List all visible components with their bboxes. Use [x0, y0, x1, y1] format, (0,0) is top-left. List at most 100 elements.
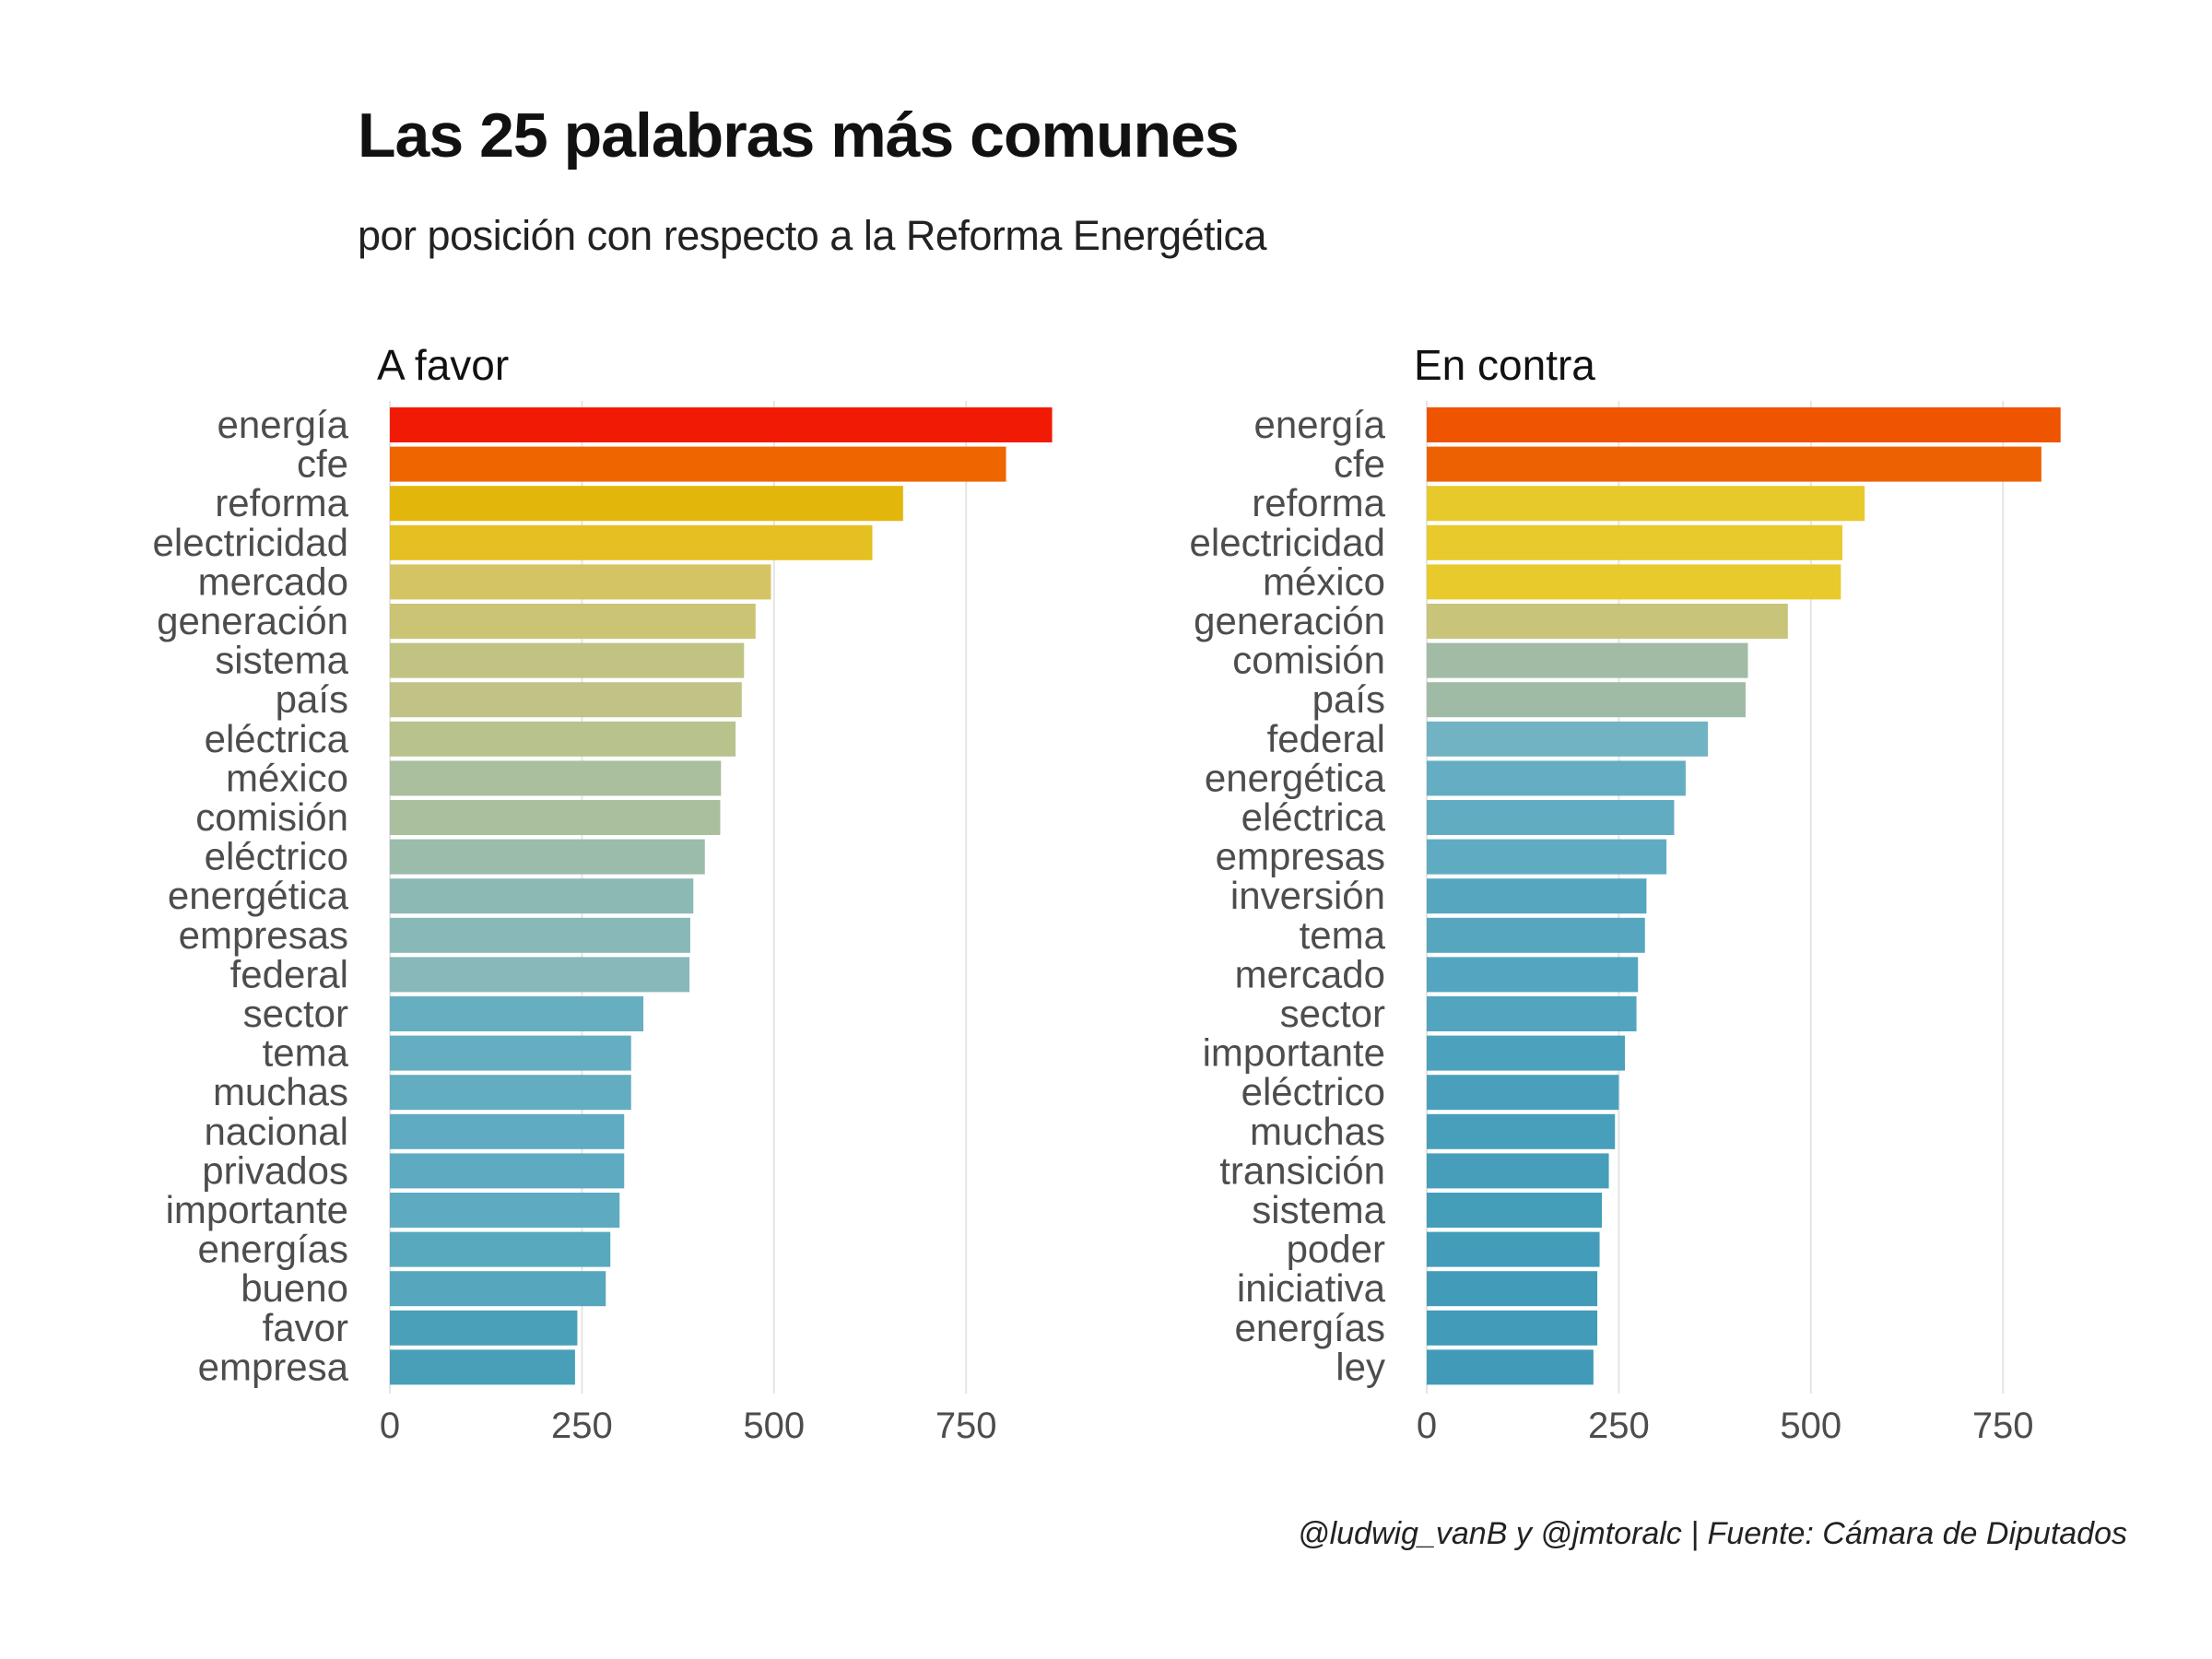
panel-2-category-label: electricidad [1190, 521, 1385, 564]
panel-1-category-label: empresa [198, 1345, 349, 1388]
panel-2-category-label: iniciativa [1237, 1266, 1386, 1310]
panel-1-bar-16 [390, 996, 644, 1031]
panel-2-bar-9 [1427, 721, 1709, 757]
panel-2-x-tick-label: 0 [1417, 1406, 1437, 1446]
panel-2-x-tick-label: 500 [1780, 1406, 1841, 1446]
panel-2-bar-19 [1427, 1113, 1616, 1149]
panel-1-category-label: mercado [198, 559, 348, 603]
panel-2-bar-14 [1427, 917, 1645, 953]
panel-2-category-label: méxico [1263, 559, 1385, 603]
panel-2-bar-2 [1427, 446, 2041, 482]
panel-1-bar-2 [390, 446, 1006, 482]
panel-2-category-label: energética [1205, 756, 1386, 799]
chart-title: Las 25 palabras más comunes [358, 100, 1240, 171]
panel-2-category-label: eléctrico [1241, 1070, 1385, 1113]
panel-1-category-label: energía [218, 403, 349, 446]
panel-1-bar-6 [390, 604, 756, 639]
panel-1-category-label: energías [198, 1228, 348, 1271]
panel-2-category-label: energía [1254, 403, 1386, 446]
panel-2-bar-4 [1427, 524, 1842, 560]
panel-2-category-label: importante [1203, 1031, 1385, 1075]
panel-2-category-label: sistema [1252, 1188, 1385, 1231]
panel-1-category-label: comisión [195, 795, 348, 839]
panel-2-bar-21 [1427, 1193, 1603, 1228]
panel-2-bar-10 [1427, 760, 1686, 796]
panel-2-category-label: país [1312, 677, 1385, 721]
panel-2-x-tick-label: 250 [1588, 1406, 1650, 1446]
panel-1-bar-4 [390, 524, 873, 560]
panel-1-category-label: importante [166, 1188, 348, 1231]
panel-1-category-label: privados [202, 1148, 348, 1192]
panel-2-bar-13 [1427, 878, 1647, 914]
panel-2-category-label: reforma [1252, 481, 1385, 524]
panel-2-bar-23 [1427, 1271, 1598, 1307]
panel-2-category-label: muchas [1250, 1110, 1385, 1153]
panel-1-x-tick-label: 0 [380, 1406, 400, 1446]
panel-1-category-label: federal [230, 952, 348, 995]
panel-2-category-label: comisión [1232, 639, 1385, 682]
chart-subtitle: por posición con respecto a la Reforma E… [358, 212, 1267, 259]
panel-1-category-label: país [276, 677, 348, 721]
panel-2-bar-12 [1427, 839, 1667, 875]
panel-1-bar-14 [390, 917, 690, 953]
panel-1-bar-9 [390, 721, 736, 757]
panel-2-bar-24 [1427, 1310, 1598, 1346]
panel-2-bar-20 [1427, 1153, 1609, 1189]
panel-2-title: En contra [1414, 341, 1595, 389]
panel-1-category-label: tema [263, 1031, 349, 1075]
panel-1-bar-18 [390, 1075, 631, 1111]
panel-1-category-label: sector [243, 992, 348, 1035]
panel-1-x-tick-label: 750 [935, 1406, 997, 1446]
panel-1-category-label: empresas [179, 913, 348, 957]
panel-2-bar-11 [1427, 800, 1675, 835]
panel-1-bar-15 [390, 957, 690, 993]
panel-2-category-label: federal [1267, 717, 1385, 760]
panel-1-category-label: eléctrica [205, 717, 349, 760]
panel-1-x-tick-label: 250 [551, 1406, 613, 1446]
panel-2-bar-16 [1427, 996, 1637, 1031]
panel-2-category-label: poder [1287, 1228, 1385, 1271]
panel-2-category-label: cfe [1334, 442, 1385, 486]
chart-caption: @ludwig_vanB y @jmtoralc | Fuente: Cámar… [1298, 1516, 2127, 1551]
panel-1-category-label: energética [168, 874, 349, 917]
panel-1-bar-5 [390, 564, 771, 600]
panel-2-bar-6 [1427, 604, 1788, 639]
panel-1-bar-21 [390, 1193, 620, 1228]
panel-2-category-label: transición [1219, 1148, 1385, 1192]
panel-1-category-label: reforma [215, 481, 348, 524]
panel-2-bar-1 [1427, 407, 2061, 442]
panel-1-category-label: muchas [213, 1070, 348, 1113]
panel-1-bar-25 [390, 1349, 575, 1385]
panel-1-bar-1 [390, 407, 1053, 442]
panel-2-bar-15 [1427, 957, 1639, 993]
panel-1-bar-17 [390, 1035, 631, 1071]
panel-1-title: A favor [377, 341, 509, 389]
panel-1-category-label: nacional [205, 1110, 348, 1153]
panel-1-category-label: favor [263, 1306, 348, 1349]
panel-1-bar-11 [390, 800, 721, 835]
panel-1-bar-3 [390, 486, 903, 522]
panel-2-category-label: inversión [1230, 874, 1385, 917]
panel-2-bar-3 [1427, 486, 1865, 522]
panel-1-bar-8 [390, 682, 742, 718]
panel-2-category-label: tema [1300, 913, 1386, 957]
panel-2-category-label: eléctrica [1241, 795, 1386, 839]
panel-2-category-label: mercado [1235, 952, 1385, 995]
panel-2-category-label: energías [1235, 1306, 1385, 1349]
panel-1-category-label: cfe [297, 442, 348, 486]
panel-2-category-label: empresas [1216, 835, 1385, 878]
panel-1-category-label: méxico [226, 756, 348, 799]
panel-2-bar-25 [1427, 1349, 1594, 1385]
panel-1-category-label: generación [157, 599, 348, 642]
panel-2-bar-18 [1427, 1075, 1619, 1111]
panel-2-bar-5 [1427, 564, 1841, 600]
panel-1-bar-12 [390, 839, 705, 875]
panel-1-bar-19 [390, 1113, 625, 1149]
panel-1-bar-20 [390, 1153, 625, 1189]
panel-1-x-tick-label: 500 [743, 1406, 805, 1446]
panel-2-x-tick-label: 750 [1972, 1406, 2034, 1446]
panel-1-category-label: electricidad [153, 521, 348, 564]
panel-2-category-label: ley [1335, 1345, 1385, 1388]
panel-1-bar-13 [390, 878, 694, 914]
